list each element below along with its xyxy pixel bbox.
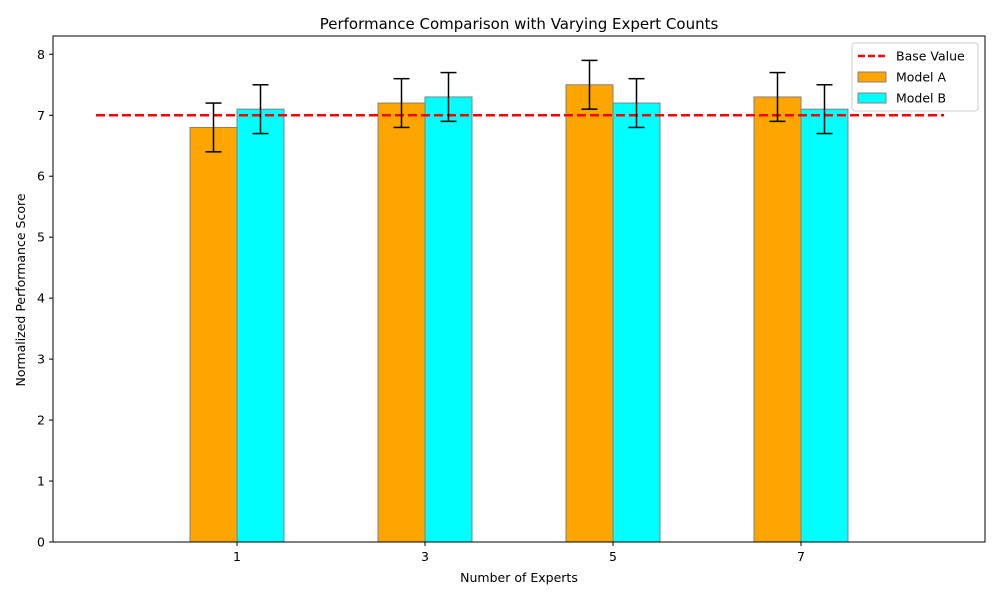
- bar-model-b-7: [800, 108, 849, 543]
- y-tick-label: 7: [37, 108, 45, 123]
- x-tick-label: 3: [421, 549, 429, 564]
- error-bar-model-b-1: [252, 84, 269, 135]
- y-tick-label: 4: [37, 291, 45, 306]
- y-tick-label: 5: [37, 230, 45, 245]
- bar-model-a-7: [753, 96, 802, 543]
- y-tick-label: 3: [37, 352, 45, 367]
- y-tick-label: 6: [37, 169, 45, 184]
- y-tick-label: 2: [37, 413, 45, 428]
- y-axis-label: Normalized Performance Score: [13, 193, 28, 386]
- error-bar-model-a-5: [581, 59, 598, 110]
- error-bar-model-a-3: [393, 77, 410, 129]
- error-bar-model-a-7: [769, 71, 786, 123]
- plot-frame: [52, 35, 986, 543]
- error-bar-model-a-1: [205, 102, 222, 153]
- legend-entry: Model B: [857, 91, 946, 106]
- legend-swatch: [857, 92, 887, 104]
- error-bar-model-b-7: [816, 84, 833, 135]
- legend: Base Value Model A Model B: [851, 42, 979, 112]
- legend-entry: Base Value: [858, 49, 965, 64]
- bar-model-a-5: [565, 84, 614, 543]
- x-tick-label: 7: [797, 549, 805, 564]
- y-tick-label: 8: [37, 47, 45, 62]
- legend-label: Model B: [896, 91, 946, 106]
- error-bar-model-b-3: [440, 71, 457, 123]
- x-axis-label: Number of Experts: [460, 570, 578, 585]
- y-tick-label: 0: [37, 535, 45, 550]
- bar-model-b-1: [236, 108, 285, 543]
- bar-model-a-3: [377, 102, 426, 543]
- chart-title: Performance Comparison with Varying Expe…: [320, 15, 719, 33]
- x-tick-label: 5: [609, 549, 617, 564]
- bar-model-b-5: [612, 102, 661, 543]
- legend-label: Base Value: [896, 49, 965, 64]
- error-bar-model-b-5: [628, 77, 645, 129]
- y-tick-label: 1: [37, 474, 45, 489]
- legend-label: Model A: [896, 70, 947, 85]
- legend-entry: Model A: [857, 70, 947, 85]
- legend-swatch: [857, 71, 887, 83]
- bar-model-b-3: [424, 96, 473, 543]
- plot-area: 0 1 2 3 4 5 6 7 8 1 3 5 7: [37, 35, 986, 564]
- x-tick-label: 1: [233, 549, 241, 564]
- bar-model-a-1: [189, 126, 238, 543]
